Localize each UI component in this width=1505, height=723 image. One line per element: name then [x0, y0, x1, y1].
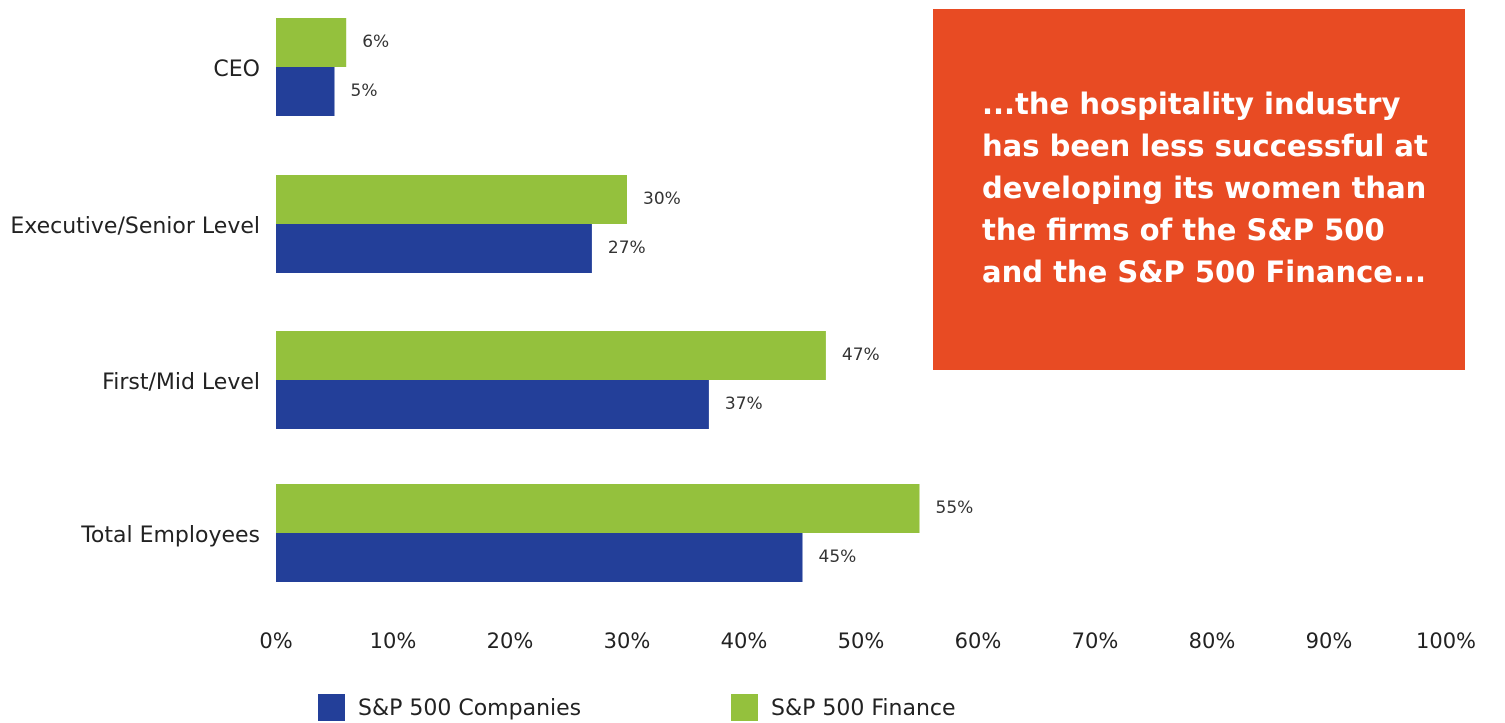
x-tick-label: 0% — [259, 629, 292, 653]
legend-label: S&P 500 Companies — [358, 696, 581, 721]
legend-swatch — [318, 694, 345, 721]
value-label: 47% — [842, 345, 880, 365]
annotation-line: developing its women than — [982, 171, 1426, 205]
value-label: 45% — [819, 547, 857, 567]
bar — [276, 18, 347, 67]
bar — [276, 175, 627, 224]
x-tick-label: 60% — [955, 629, 1002, 653]
value-label: 27% — [608, 238, 646, 258]
annotation-box — [933, 9, 1465, 370]
legend-swatch — [731, 694, 758, 721]
category-label: CEO — [213, 57, 260, 82]
annotation-line: and the S&P 500 Finance... — [982, 255, 1426, 289]
value-label: 55% — [936, 498, 974, 518]
legend-label: S&P 500 Finance — [771, 696, 956, 721]
bar — [276, 533, 803, 582]
annotation-line: has been less successful at — [982, 129, 1428, 163]
x-tick-label: 20% — [487, 629, 534, 653]
category-label: Executive/Senior Level — [10, 214, 260, 239]
x-tick-label: 40% — [721, 629, 768, 653]
x-tick-label: 50% — [838, 629, 885, 653]
annotation-line: the firms of the S&P 500 — [982, 213, 1385, 247]
x-tick-label: 90% — [1306, 629, 1353, 653]
x-tick-label: 80% — [1189, 629, 1236, 653]
x-tick-label: 30% — [604, 629, 651, 653]
bar — [276, 484, 920, 533]
x-tick-label: 100% — [1416, 629, 1476, 653]
annotation-line: ...the hospitality industry — [982, 87, 1400, 121]
bar — [276, 331, 826, 380]
bar — [276, 67, 335, 116]
bar — [276, 224, 592, 273]
value-label: 5% — [351, 81, 378, 101]
bar — [276, 380, 709, 429]
value-label: 37% — [725, 394, 763, 414]
value-label: 30% — [643, 189, 681, 209]
x-tick-label: 10% — [370, 629, 417, 653]
x-tick-label: 70% — [1072, 629, 1119, 653]
category-label: First/Mid Level — [102, 370, 260, 395]
category-label: Total Employees — [80, 523, 260, 548]
value-label: 6% — [362, 32, 389, 52]
